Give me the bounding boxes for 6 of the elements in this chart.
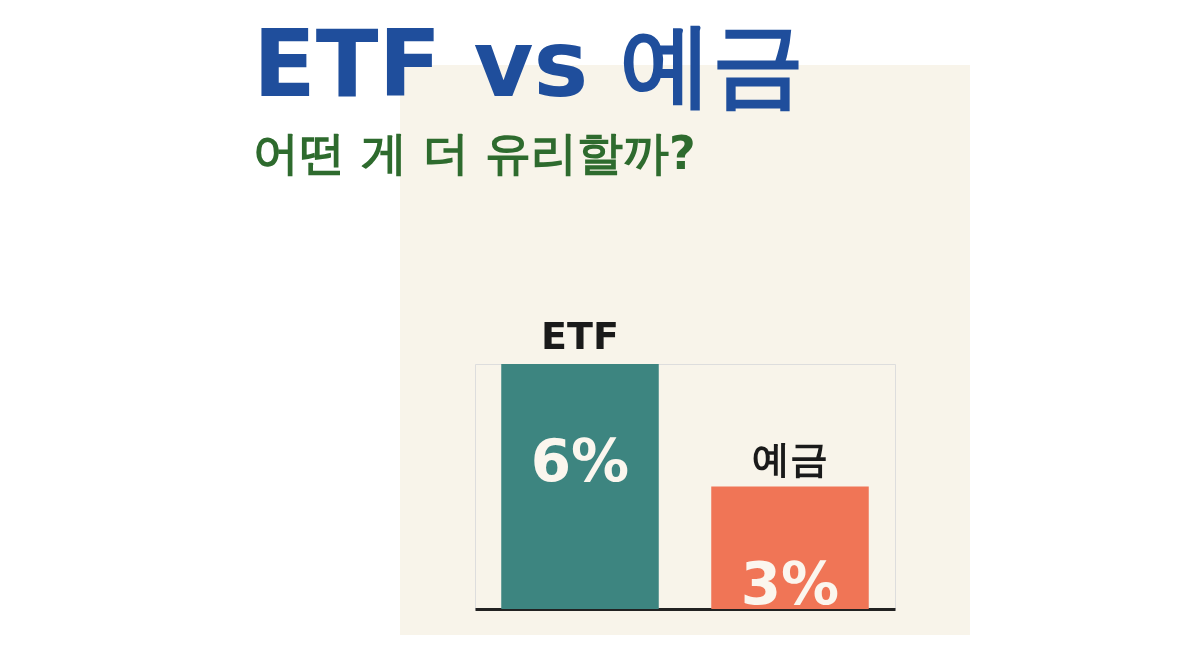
x-tick-label: ETF — [541, 314, 619, 358]
chart-subtitle: 어떤 게 더 유리할까? — [253, 126, 696, 180]
data-label: 3% — [740, 549, 840, 618]
data-label: 6% — [530, 427, 630, 495]
x-tick-label: 예금 — [752, 436, 828, 481]
chart-title: ETF vs 예금 — [253, 11, 805, 118]
